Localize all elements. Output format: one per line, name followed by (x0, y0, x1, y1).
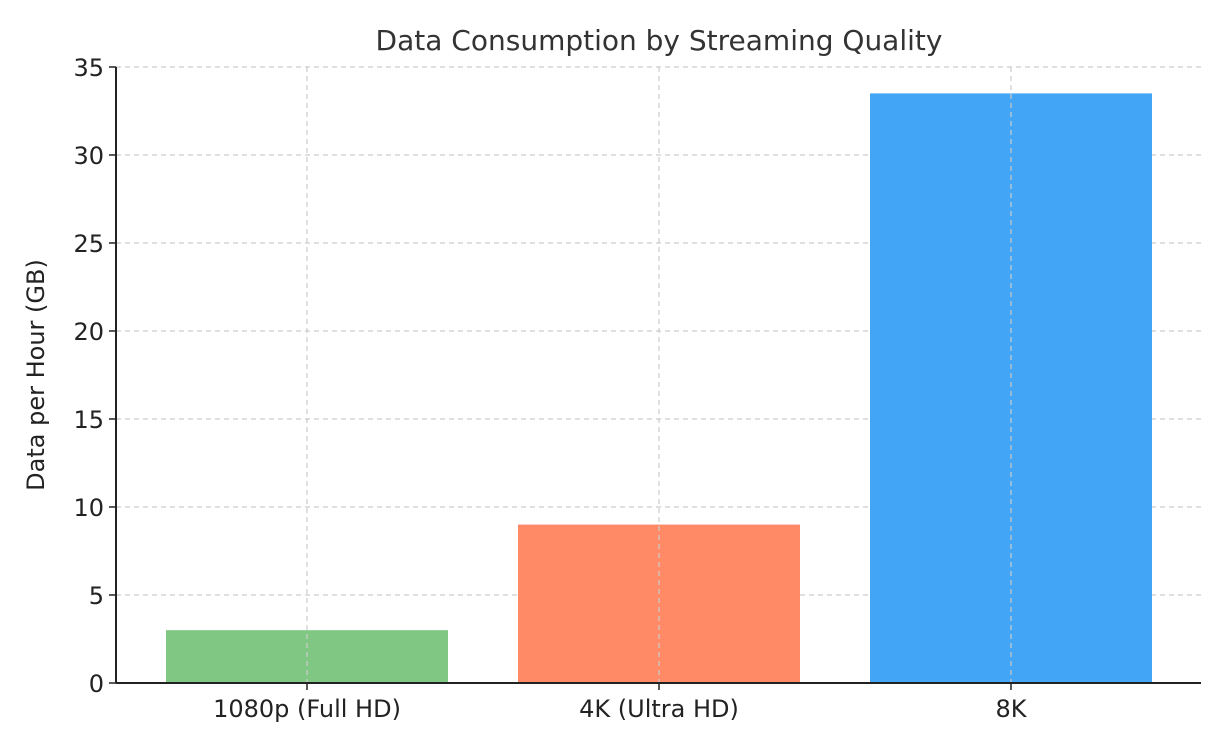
y-tick-label: 0 (89, 670, 104, 698)
chart-title: Data Consumption by Streaming Quality (376, 24, 943, 57)
x-tick-label: 1080p (Full HD) (213, 695, 401, 723)
y-tick-label: 10 (73, 494, 104, 522)
y-tick-label: 15 (73, 406, 104, 434)
bars (166, 93, 1152, 683)
axes (109, 66, 1201, 690)
bar (870, 93, 1152, 683)
tick-labels: 0 5 10 15 20 25 30 35 1080p (Full HD) 4K (Ultra H… (73, 54, 1027, 723)
y-tick-label: 5 (89, 582, 104, 610)
y-tick-label: 25 (73, 230, 104, 258)
vertical-grid-lines (306, 67, 1012, 683)
x-tick-label: 4K (Ultra HD) (579, 695, 739, 723)
y-axis-label: Data per Hour (GB) (22, 259, 50, 491)
y-tick-label: 30 (73, 142, 104, 170)
x-tick-label: 8K (995, 695, 1027, 723)
y-tick-label: 20 (73, 318, 104, 346)
y-tick-label: 35 (73, 54, 104, 82)
